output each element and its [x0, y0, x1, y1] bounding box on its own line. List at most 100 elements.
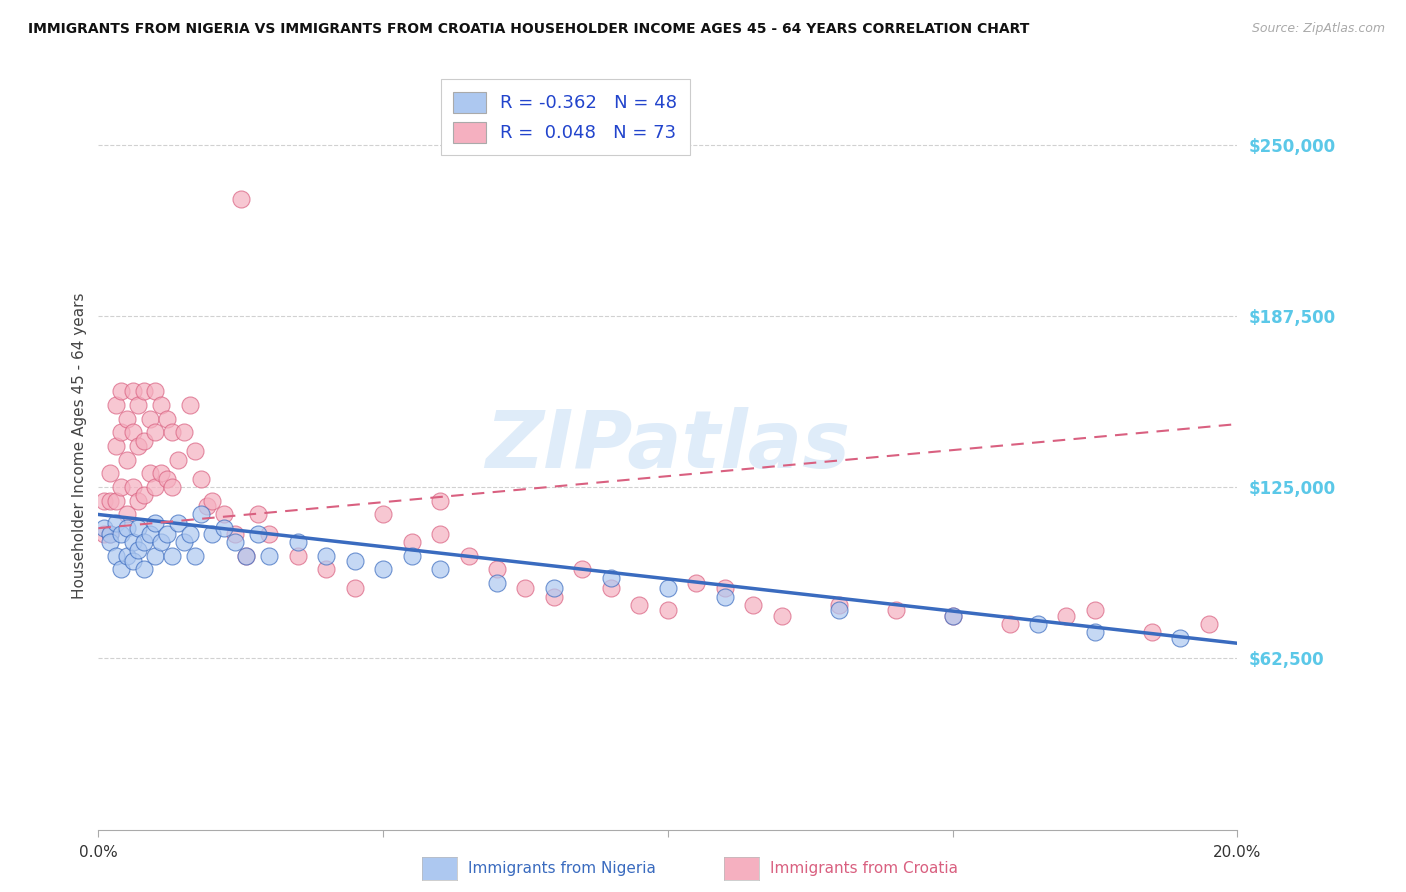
Point [429, 526, 451, 541]
Point [190, 472, 212, 486]
Point [98, 526, 121, 541]
Point [104, 549, 127, 563]
Point [93, 521, 115, 535]
Point [315, 549, 337, 563]
Point [145, 549, 167, 563]
Point [127, 493, 149, 508]
Point [115, 521, 138, 535]
Point [132, 534, 155, 549]
Point [195, 500, 218, 514]
Point [315, 562, 337, 576]
Point [571, 562, 593, 576]
Point [600, 582, 623, 596]
Point [179, 398, 201, 412]
Point [212, 521, 235, 535]
Text: Immigrants from Croatia: Immigrants from Croatia [770, 862, 959, 876]
Point [184, 444, 207, 458]
Point [543, 582, 565, 596]
Point [179, 526, 201, 541]
Point [145, 425, 167, 440]
Point [998, 617, 1021, 632]
Point [515, 582, 537, 596]
Point [828, 603, 851, 617]
Point [115, 411, 138, 425]
Point [714, 590, 737, 604]
Point [401, 549, 423, 563]
Point [1084, 603, 1107, 617]
Point [145, 384, 167, 399]
Point [104, 493, 127, 508]
Point [104, 398, 127, 412]
Point [110, 425, 132, 440]
Point [685, 576, 707, 591]
Point [457, 549, 479, 563]
Point [173, 425, 195, 440]
Point [156, 411, 179, 425]
Point [287, 534, 309, 549]
Point [224, 534, 246, 549]
Point [246, 526, 269, 541]
Point [121, 384, 143, 399]
Point [828, 598, 851, 612]
Point [104, 439, 127, 453]
Point [121, 534, 143, 549]
Point [190, 508, 212, 522]
Point [429, 562, 451, 576]
Point [770, 608, 793, 623]
Point [543, 590, 565, 604]
Point [156, 472, 179, 486]
Text: ZIPatlas: ZIPatlas [485, 407, 851, 485]
Point [150, 534, 173, 549]
Point [1084, 625, 1107, 640]
Point [173, 534, 195, 549]
Point [486, 562, 509, 576]
Point [235, 549, 257, 563]
Point [132, 562, 155, 576]
Point [127, 543, 149, 558]
Point [162, 480, 184, 494]
Text: Source: ZipAtlas.com: Source: ZipAtlas.com [1251, 22, 1385, 36]
Point [93, 493, 115, 508]
Point [429, 493, 451, 508]
Point [132, 384, 155, 399]
Point [942, 608, 965, 623]
Point [942, 608, 965, 623]
Point [162, 425, 184, 440]
Point [600, 570, 623, 584]
Point [110, 384, 132, 399]
Point [138, 411, 160, 425]
Point [246, 508, 269, 522]
Point [1198, 617, 1220, 632]
Point [259, 549, 281, 563]
Point [628, 598, 651, 612]
Point [1170, 631, 1192, 645]
Point [714, 582, 737, 596]
Point [657, 582, 679, 596]
Point [287, 549, 309, 563]
Point [121, 425, 143, 440]
Point [259, 526, 281, 541]
Y-axis label: Householder Income Ages 45 - 64 years: Householder Income Ages 45 - 64 years [72, 293, 87, 599]
Point [343, 582, 366, 596]
Point [212, 508, 235, 522]
Point [1026, 617, 1049, 632]
Point [184, 549, 207, 563]
Point [98, 526, 121, 541]
Point [115, 549, 138, 563]
Point [884, 603, 907, 617]
Point [121, 480, 143, 494]
Point [98, 467, 121, 481]
Point [98, 493, 121, 508]
Point [110, 562, 132, 576]
Point [138, 526, 160, 541]
Point [93, 526, 115, 541]
Point [229, 193, 252, 207]
Point [110, 480, 132, 494]
Point [132, 488, 155, 502]
Point [224, 526, 246, 541]
Point [1140, 625, 1163, 640]
Point [127, 398, 149, 412]
Point [373, 508, 395, 522]
Point [201, 526, 224, 541]
Point [121, 554, 143, 568]
